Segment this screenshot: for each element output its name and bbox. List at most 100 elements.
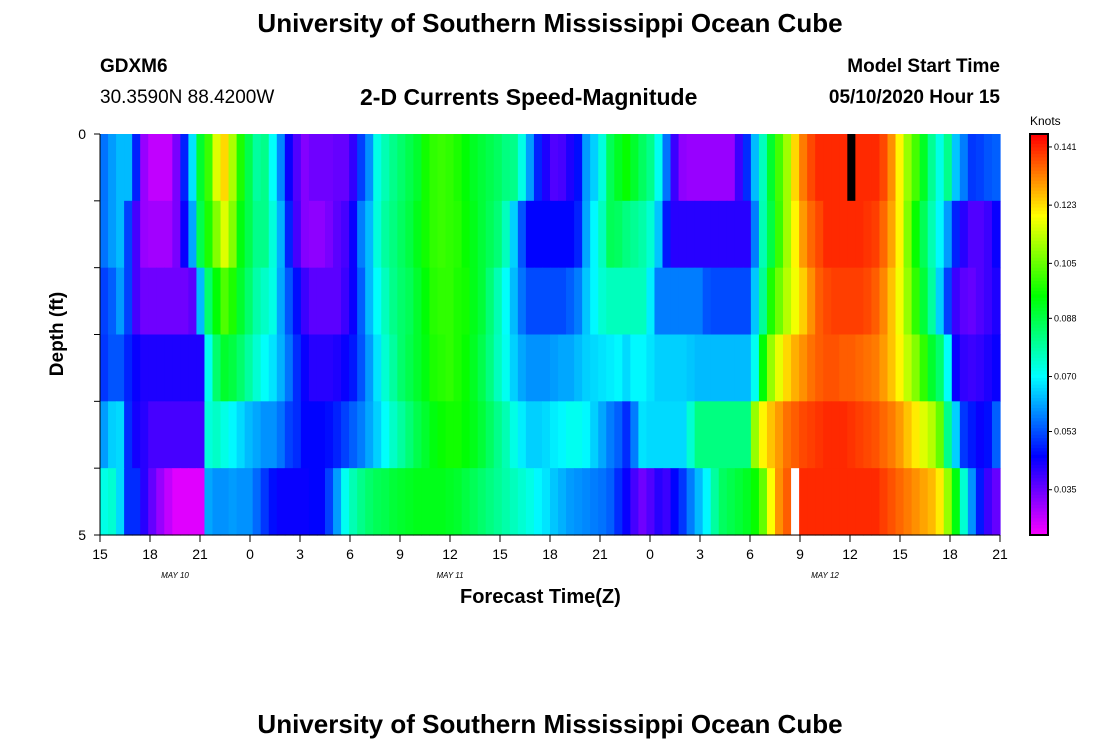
heat-cell [453, 267, 463, 336]
heat-cell [405, 134, 414, 202]
heat-cell [316, 200, 326, 269]
colorbar-unit: Knots [1030, 114, 1061, 128]
heat-cell [421, 401, 431, 469]
heat-cell [638, 134, 648, 202]
colorbar-swatch [1030, 134, 1048, 138]
heat-cell [308, 200, 318, 269]
heat-cell [501, 468, 511, 536]
heat-cell [212, 267, 222, 336]
colorbar-swatch [1030, 337, 1048, 342]
heat-cell [501, 401, 511, 469]
heat-cell [156, 334, 165, 402]
heat-cell [188, 267, 198, 336]
heat-cell [654, 468, 664, 536]
heat-cell [951, 401, 961, 469]
colorbar-swatch [1030, 150, 1048, 155]
heat-cell [943, 468, 953, 536]
heat-cell [260, 468, 270, 536]
heat-cell [694, 401, 704, 469]
colorbar-swatch [1030, 331, 1048, 336]
heat-cell [333, 468, 342, 536]
x-tick-label: 0 [646, 546, 654, 562]
heat-cell [485, 267, 495, 336]
colorbar-swatch [1030, 240, 1048, 245]
heat-cell [815, 401, 824, 469]
heat-cell [140, 468, 149, 536]
heat-cell [694, 267, 704, 336]
heat-cell [991, 468, 1001, 536]
heat-cell [509, 334, 519, 402]
colorbar-swatch [1030, 234, 1048, 239]
heat-cell [726, 267, 736, 336]
heat-cell [204, 134, 214, 202]
heat-cell [437, 334, 447, 402]
heat-cell [509, 134, 519, 202]
heat-cell [148, 401, 157, 469]
heat-cell [662, 468, 672, 536]
heat-cell [316, 134, 326, 202]
heat-cell [558, 401, 567, 469]
heat-cell [116, 267, 125, 336]
heat-cell [750, 468, 760, 536]
colorbar-swatch [1030, 277, 1048, 282]
heat-cell [959, 468, 969, 536]
heat-cell [196, 334, 206, 402]
colorbar-swatch [1030, 237, 1048, 242]
heat-cell [574, 134, 583, 202]
heat-cell [831, 401, 840, 469]
heat-cell [775, 334, 784, 402]
colorbar-swatch [1030, 174, 1048, 179]
heat-cell [132, 468, 141, 536]
heat-cell [228, 468, 238, 536]
heat-cell [686, 468, 696, 536]
heat-cell [357, 200, 366, 269]
heat-cell [413, 334, 423, 402]
heat-cell [116, 200, 125, 269]
heat-cell [188, 134, 198, 202]
heat-cell [284, 401, 294, 469]
heat-cell [959, 401, 969, 469]
heat-cell [124, 200, 133, 269]
colorbar-swatch [1030, 468, 1048, 473]
heat-cell [887, 334, 897, 402]
page-title-top: University of Southern Mississippi Ocean… [257, 8, 843, 38]
colorbar-swatch [1030, 491, 1048, 496]
heat-cell [525, 134, 535, 202]
colorbar-swatch [1030, 501, 1048, 506]
colorbar-tick-label: 0.053 [1054, 427, 1077, 437]
heat-cell [357, 267, 366, 336]
heat-cell [349, 468, 358, 536]
heat-cell [871, 267, 881, 336]
colorbar-swatch [1030, 478, 1048, 483]
heat-cell [108, 267, 117, 336]
heat-cell [252, 267, 262, 336]
heatmap-cells [100, 134, 1001, 536]
heat-cell [148, 134, 157, 202]
colorbar-swatch [1030, 304, 1048, 309]
heat-cell [164, 334, 173, 402]
heat-cell [244, 401, 254, 469]
heat-cell [228, 401, 238, 469]
heat-cell [951, 200, 961, 269]
heat-cell [461, 401, 471, 469]
heat-cell [967, 134, 977, 202]
heat-cell [903, 468, 913, 536]
heat-cell [678, 334, 688, 402]
heat-cell [863, 200, 873, 269]
colorbar-swatch [1030, 314, 1048, 319]
colorbar-swatch [1030, 408, 1048, 412]
heat-cell [911, 200, 921, 269]
heat-cell [622, 134, 631, 202]
heat-cell [276, 200, 286, 269]
heat-cell [413, 134, 423, 202]
heat-cell [156, 134, 165, 202]
heat-cell [775, 401, 784, 469]
heat-cell [895, 468, 905, 536]
heat-cell [124, 334, 133, 402]
heat-cell [284, 200, 294, 269]
heat-cell [300, 401, 310, 469]
heat-cell [847, 200, 856, 269]
heat-cell [397, 134, 406, 202]
heat-cell [783, 134, 792, 202]
heat-cell [638, 200, 648, 269]
